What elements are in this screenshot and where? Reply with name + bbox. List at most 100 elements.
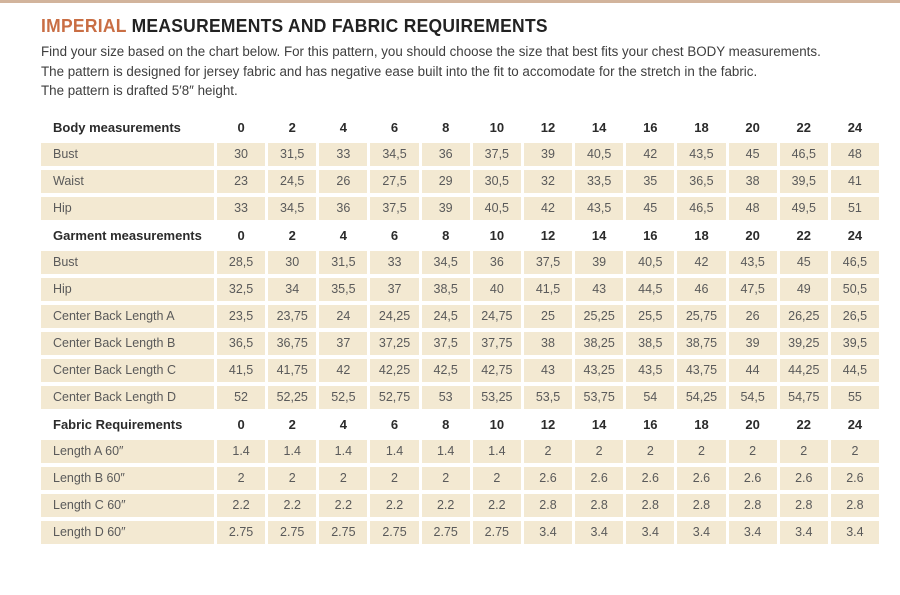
row-label-cell: Center Back Length C <box>41 358 214 382</box>
value-cell: 44 <box>728 358 777 382</box>
value-cell: 1.4 <box>472 439 521 463</box>
page-content: IMPERIAL MEASUREMENTS AND FABRIC REQUIRE… <box>0 3 900 544</box>
row-label-cell: Length B 60″ <box>41 466 214 490</box>
value-cell: 37 <box>319 331 368 355</box>
value-cell: 2.2 <box>370 493 419 517</box>
value-cell: 36,75 <box>268 331 317 355</box>
row-label-cell: Waist <box>41 169 214 193</box>
row-label-cell: Center Back Length D <box>41 385 214 409</box>
size-header-cell: 16 <box>643 227 658 243</box>
value-cell: 2.75 <box>472 520 521 544</box>
value-cell: 44,5 <box>626 277 675 301</box>
value-cell: 42,25 <box>370 358 419 382</box>
value-cell: 33 <box>370 250 419 274</box>
value-cell: 23,75 <box>268 304 317 328</box>
value-cell: 38,5 <box>421 277 470 301</box>
size-header-cell: 2 <box>288 416 296 432</box>
value-cell: 24,5 <box>268 169 317 193</box>
value-cell: 41,75 <box>268 358 317 382</box>
value-cell: 2 <box>830 439 879 463</box>
value-cell: 37,5 <box>523 250 573 274</box>
value-cell: 36,5 <box>217 331 266 355</box>
value-cell: 41,5 <box>217 358 266 382</box>
value-cell: 2 <box>523 439 573 463</box>
value-cell: 34,5 <box>268 196 317 220</box>
size-header-cell: 10 <box>489 119 505 135</box>
value-cell: 2.6 <box>677 466 726 490</box>
value-cell: 25,25 <box>575 304 624 328</box>
value-cell: 2.75 <box>217 520 266 544</box>
row-label-cell: Hip <box>41 277 214 301</box>
value-cell: 24,75 <box>472 304 521 328</box>
value-cell: 1.4 <box>421 439 470 463</box>
value-cell: 42 <box>677 250 726 274</box>
value-cell: 3.4 <box>626 520 675 544</box>
value-cell: 52,75 <box>370 385 419 409</box>
value-cell: 31,5 <box>268 142 317 166</box>
value-cell: 43,5 <box>575 196 624 220</box>
size-header-cell: 14 <box>591 119 607 135</box>
value-cell: 37,75 <box>472 331 521 355</box>
value-cell: 41 <box>830 169 879 193</box>
value-cell: 2.8 <box>523 493 573 517</box>
value-cell: 2.2 <box>472 493 521 517</box>
value-cell: 3.4 <box>779 520 828 544</box>
row-label-cell: Length A 60″ <box>41 439 214 463</box>
value-cell: 2.2 <box>319 493 368 517</box>
value-cell: 41,5 <box>523 277 573 301</box>
value-cell: 2 <box>472 466 521 490</box>
value-cell: 48 <box>728 196 777 220</box>
size-header-cell: 18 <box>694 416 709 432</box>
value-cell: 51 <box>830 196 879 220</box>
size-header-cell: 8 <box>442 227 450 243</box>
size-header-cell: 14 <box>591 416 607 432</box>
value-cell: 26 <box>319 169 368 193</box>
size-header-cell: 10 <box>489 227 505 243</box>
value-cell: 43,75 <box>677 358 726 382</box>
size-header-cell: 22 <box>796 416 811 432</box>
row-label-cell: Center Back Length B <box>41 331 214 355</box>
value-cell: 36 <box>472 250 521 274</box>
value-cell: 39 <box>575 250 624 274</box>
value-cell: 1.4 <box>268 439 317 463</box>
value-cell: 3.4 <box>677 520 726 544</box>
intro-line-1: Find your size based on the chart below.… <box>41 44 821 59</box>
value-cell: 48 <box>830 142 879 166</box>
value-cell: 54,75 <box>779 385 828 409</box>
size-header-cell: 18 <box>694 119 709 135</box>
value-cell: 38,5 <box>626 331 675 355</box>
size-header-cell: 6 <box>390 227 399 243</box>
value-cell: 2.75 <box>370 520 419 544</box>
value-cell: 2.8 <box>830 493 879 517</box>
value-cell: 42 <box>319 358 368 382</box>
page-title-highlight: IMPERIAL <box>41 16 127 36</box>
row-label-cell: Length C 60″ <box>41 493 214 517</box>
size-header-cell: 12 <box>540 119 556 135</box>
value-cell: 42 <box>626 142 675 166</box>
value-cell: 2 <box>421 466 470 490</box>
value-cell: 2 <box>728 439 777 463</box>
value-cell: 2.6 <box>626 466 675 490</box>
value-cell: 53,25 <box>472 385 521 409</box>
size-header-cell: 10 <box>489 416 505 432</box>
size-header-cell: 0 <box>237 119 245 135</box>
value-cell: 33 <box>319 142 368 166</box>
value-cell: 2.6 <box>830 466 879 490</box>
value-cell: 2.6 <box>575 466 624 490</box>
value-cell: 42 <box>523 196 573 220</box>
value-cell: 50,5 <box>830 277 879 301</box>
value-cell: 44,5 <box>830 358 879 382</box>
value-cell: 2.8 <box>575 493 624 517</box>
intro-line-3: The pattern is drafted 5′8″ height. <box>41 83 238 98</box>
size-header-cell: 0 <box>237 227 245 243</box>
value-cell: 55 <box>830 385 879 409</box>
value-cell: 2.6 <box>523 466 573 490</box>
value-cell: 25,75 <box>677 304 726 328</box>
value-cell: 54 <box>626 385 675 409</box>
size-header-cell: 8 <box>442 416 450 432</box>
value-cell: 53 <box>421 385 470 409</box>
value-cell: 26 <box>728 304 777 328</box>
section-header-label: Body measurements <box>53 119 181 135</box>
value-cell: 43 <box>575 277 624 301</box>
size-header-cell: 12 <box>540 227 556 243</box>
